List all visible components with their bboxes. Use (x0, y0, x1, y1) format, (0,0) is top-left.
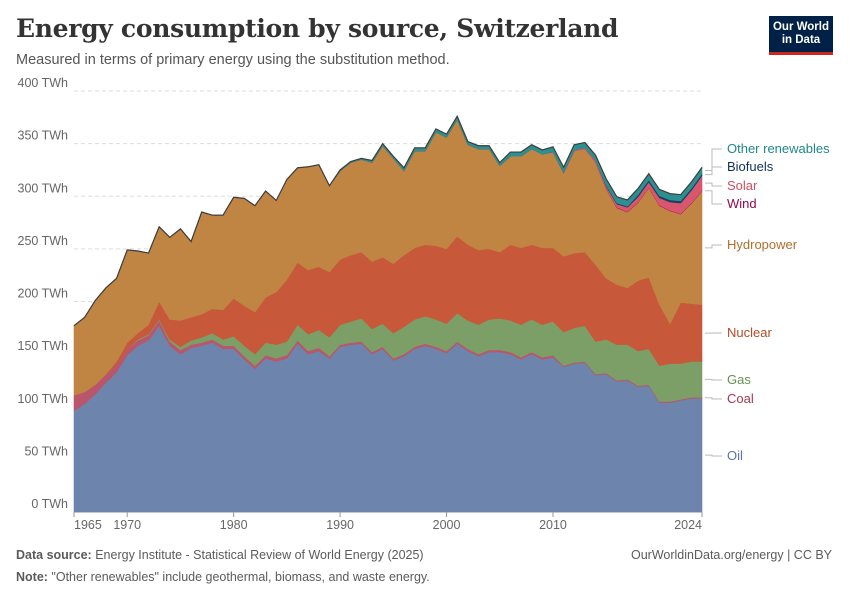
x-tick-label-1980: 1980 (220, 518, 248, 532)
x-tick-label-2010: 2010 (539, 518, 567, 532)
logo-line-2: in Data (781, 34, 821, 46)
area-series (73, 114, 703, 513)
y-tick-label-100: 100 TWh (18, 392, 69, 406)
y-axis-ticks: 0 TWh 50 TWh 100 TWh 150 TWh 200 TWh 250 TWh 3… (18, 76, 69, 511)
series-label-solar[interactable]: Solar (727, 178, 758, 193)
series-label-oil[interactable]: Oil (727, 448, 743, 463)
x-tick-label-2024: 2024 (674, 518, 702, 532)
logo-line-1: Our World (772, 21, 829, 33)
y-tick-label-150: 150 TWh (18, 339, 69, 353)
chart-subtitle: Measured in terms of primary energy usin… (16, 52, 450, 68)
label-connector-gas (705, 378, 722, 381)
data-source-text[interactable]: Energy Institute - Statistical Review of… (91, 548, 424, 562)
y-tick-label-0: 0 TWh (31, 497, 68, 511)
series-label-nuclear[interactable]: Nuclear (727, 325, 772, 340)
y-tick-label-350: 350 TWh (18, 129, 69, 143)
x-tick-label-1990: 1990 (326, 518, 354, 532)
series-label-wind[interactable]: Wind (727, 196, 757, 211)
series-label-biofuels[interactable]: Biofuels (727, 159, 774, 174)
x-tick-label-2000: 2000 (433, 518, 461, 532)
chart-title: Energy consumption by source, Switzerlan… (16, 14, 619, 43)
series-label-coal[interactable]: Coal (727, 391, 754, 406)
label-connector-hydropower (705, 244, 722, 249)
data-source-label: Data source: (16, 548, 92, 562)
credit-link[interactable]: OurWorldinData.org/energy | CC BY (630, 548, 832, 562)
owid-logo[interactable]: Our World in Data (769, 16, 833, 55)
x-tick-label-1970: 1970 (113, 518, 141, 532)
y-tick-label-200: 200 TWh (18, 287, 69, 301)
series-label-gas[interactable]: Gas (727, 372, 751, 387)
series-labels: Oil Coal Gas Nuclear Hydropower Wind Solar Biof… (705, 141, 830, 463)
chart-note: Note: "Other renewables" include geother… (16, 570, 430, 584)
y-tick-label-400: 400 TWh (18, 76, 69, 90)
data-source: Data source: Energy Institute - Statisti… (16, 548, 424, 562)
series-label-hydropower[interactable]: Hydropower (727, 237, 798, 252)
label-connector-oil (705, 454, 722, 457)
stacked-area-chart: 0 TWh 50 TWh 100 TWh 150 TWh 200 TWh 250 TWh 3… (18, 76, 831, 532)
y-tick-label-300: 300 TWh (18, 181, 69, 195)
label-connector-other-renewables (705, 148, 722, 171)
x-axis-ticks: 1965 1970 1980 1990 2000 2010 2024 (73, 512, 703, 532)
y-tick-label-50: 50 TWh (24, 444, 68, 458)
label-connector-solar (705, 182, 722, 187)
note-text: "Other renewables" include geothermal, b… (47, 570, 430, 584)
total-outline (73, 114, 703, 327)
x-tick-label-1965: 1965 (74, 518, 102, 532)
label-connector-coal (705, 397, 722, 400)
label-connector-wind (705, 190, 722, 205)
series-label-other-renewables[interactable]: Other renewables (727, 141, 830, 156)
note-label: Note: (16, 570, 48, 584)
y-tick-label-250: 250 TWh (18, 234, 69, 248)
